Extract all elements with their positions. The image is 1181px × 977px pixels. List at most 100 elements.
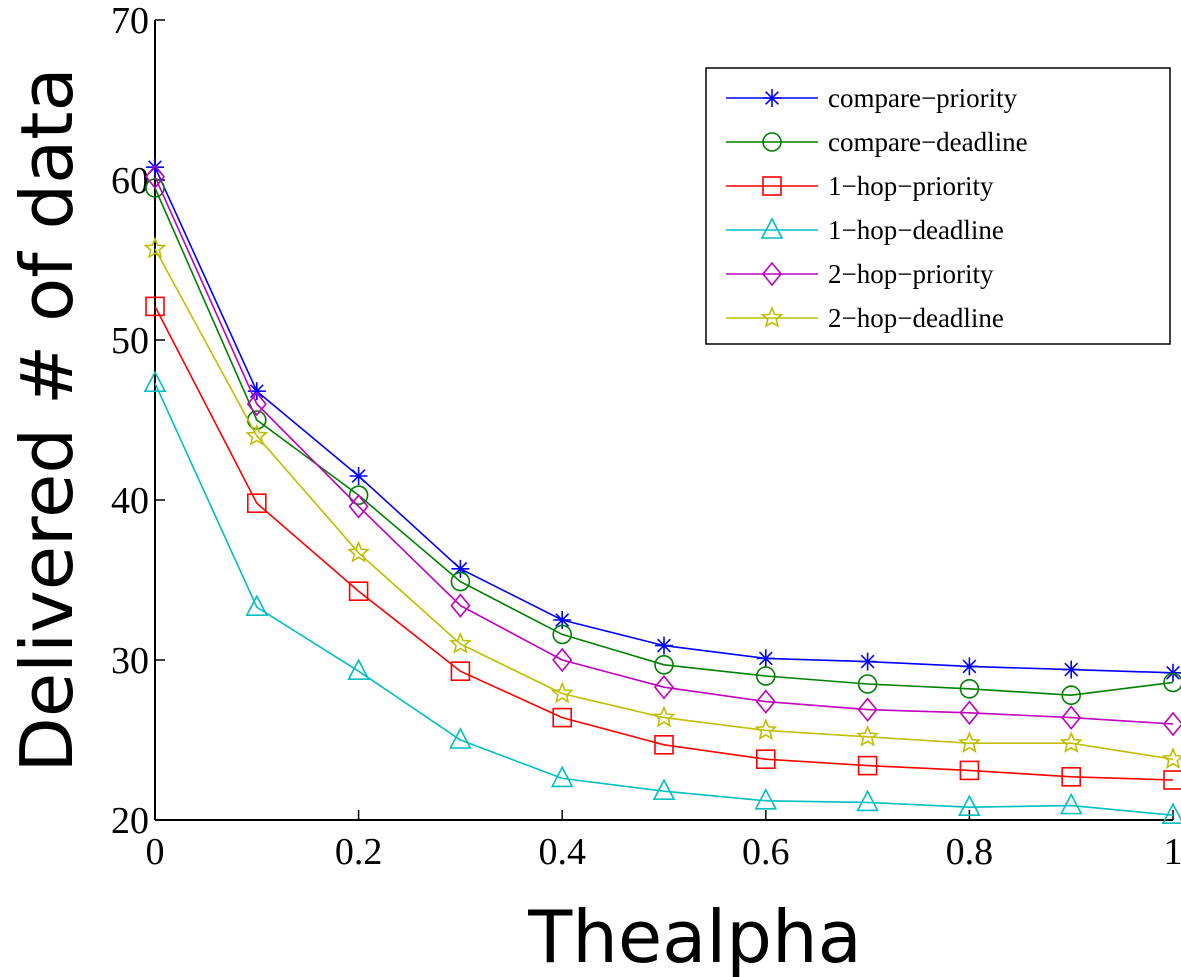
- x-tick-label: 0: [146, 831, 165, 873]
- data-point: [1061, 705, 1082, 730]
- data-point: [957, 731, 981, 753]
- data-point: [959, 760, 980, 781]
- data-point: [754, 788, 778, 810]
- series-asterisk: [146, 158, 1181, 682]
- data-point: [450, 593, 471, 618]
- data-point: [246, 391, 267, 417]
- data-point: [448, 631, 472, 654]
- data-point: [857, 697, 878, 722]
- data-point: [653, 674, 675, 700]
- legend-entry: 1−hop−deadline: [726, 215, 1004, 245]
- data-point: [1059, 731, 1083, 753]
- series-diamond: [144, 164, 1181, 737]
- legend-marker: [762, 176, 782, 196]
- legend-marker: [760, 217, 784, 239]
- data-point: [247, 493, 267, 514]
- data-point: [960, 657, 979, 676]
- data-point: [145, 178, 165, 198]
- data-point: [754, 718, 778, 741]
- legend-marker: [761, 261, 783, 287]
- data-point: [347, 540, 371, 563]
- data-point: [1061, 766, 1081, 787]
- y-axis-title: Delivered # of data: [5, 67, 89, 772]
- data-point: [655, 636, 673, 655]
- data-point: [652, 778, 676, 801]
- data-point: [245, 594, 269, 617]
- data-point: [856, 789, 879, 812]
- data-point: [550, 681, 574, 704]
- x-tick-label: 0.8: [946, 831, 994, 873]
- y-tick-label: 30: [111, 640, 149, 682]
- series-line: [154, 248, 1174, 760]
- legend-label: 2−hop−deadline: [828, 303, 1004, 333]
- data-point: [552, 707, 573, 728]
- legend-box: [705, 67, 1171, 345]
- data-point: [755, 689, 776, 714]
- data-point: [245, 423, 269, 446]
- data-point: [450, 661, 471, 682]
- plot-axes: 0 0.2 0.4 0.6 0.8 1 20 30 40 50 60 70: [111, 0, 1181, 873]
- series-star: [143, 236, 1181, 769]
- data-point: [958, 794, 981, 817]
- legend-marker: [762, 132, 782, 152]
- series-line: [154, 382, 1174, 816]
- x-tick-label: 0.2: [335, 831, 383, 873]
- data-point: [348, 485, 369, 506]
- series-layer: [143, 158, 1181, 825]
- data-point: [654, 654, 674, 675]
- data-point: [450, 571, 471, 592]
- series-line: [154, 187, 1174, 697]
- legend-label: 2−hop−priority: [828, 259, 994, 289]
- data-point: [654, 734, 674, 755]
- data-point: [755, 749, 776, 770]
- data-point: [1163, 770, 1181, 790]
- y-tick-label: 50: [111, 320, 149, 362]
- data-point: [1162, 711, 1181, 737]
- data-point: [756, 649, 775, 668]
- data-point: [1061, 685, 1081, 706]
- legend-label: compare−priority: [828, 83, 1018, 113]
- data-point: [145, 296, 165, 317]
- data-point: [1062, 660, 1081, 679]
- data-point: [652, 705, 676, 728]
- data-point: [144, 164, 166, 190]
- legend-marker: [760, 305, 784, 328]
- data-point: [143, 236, 167, 259]
- data-point: [449, 727, 472, 749]
- y-tick-label: 60: [111, 160, 149, 202]
- x-tick-label: 1: [1164, 831, 1181, 873]
- x-tick-label: 0.4: [538, 831, 586, 873]
- data-point: [755, 666, 776, 686]
- legend-entry: compare−priority: [726, 83, 1018, 113]
- data-point: [347, 658, 370, 681]
- data-point: [348, 581, 369, 602]
- data-point: [857, 674, 878, 694]
- series-line: [154, 306, 1174, 781]
- y-tick-label: 70: [111, 0, 149, 42]
- x-tick-label: 0.6: [742, 831, 790, 873]
- legend-label: 1−hop−deadline: [828, 215, 1004, 245]
- data-point: [1059, 792, 1083, 815]
- y-tick-label: 40: [111, 480, 149, 522]
- legend-entry: 1−hop−priority: [726, 171, 994, 201]
- data-point: [550, 765, 574, 788]
- series-square: [145, 296, 1181, 790]
- data-point: [143, 370, 167, 393]
- data-point: [552, 624, 573, 645]
- data-point: [959, 678, 980, 699]
- legend-label: compare−deadline: [828, 127, 1028, 157]
- legend-entry: 2−hop−priority: [726, 259, 994, 289]
- legend-entry: compare−deadline: [726, 127, 1028, 157]
- data-point: [1163, 672, 1181, 693]
- data-point: [552, 647, 573, 673]
- data-point: [857, 755, 878, 776]
- legend-marker: [763, 89, 781, 107]
- x-axis-title: Thealpha: [527, 895, 862, 977]
- data-point: [858, 652, 877, 671]
- data-point: [1161, 747, 1181, 769]
- y-tick-label: 20: [111, 800, 149, 842]
- data-point: [553, 611, 572, 629]
- data-point: [348, 494, 369, 519]
- legend-entry: 2−hop−deadline: [726, 303, 1004, 333]
